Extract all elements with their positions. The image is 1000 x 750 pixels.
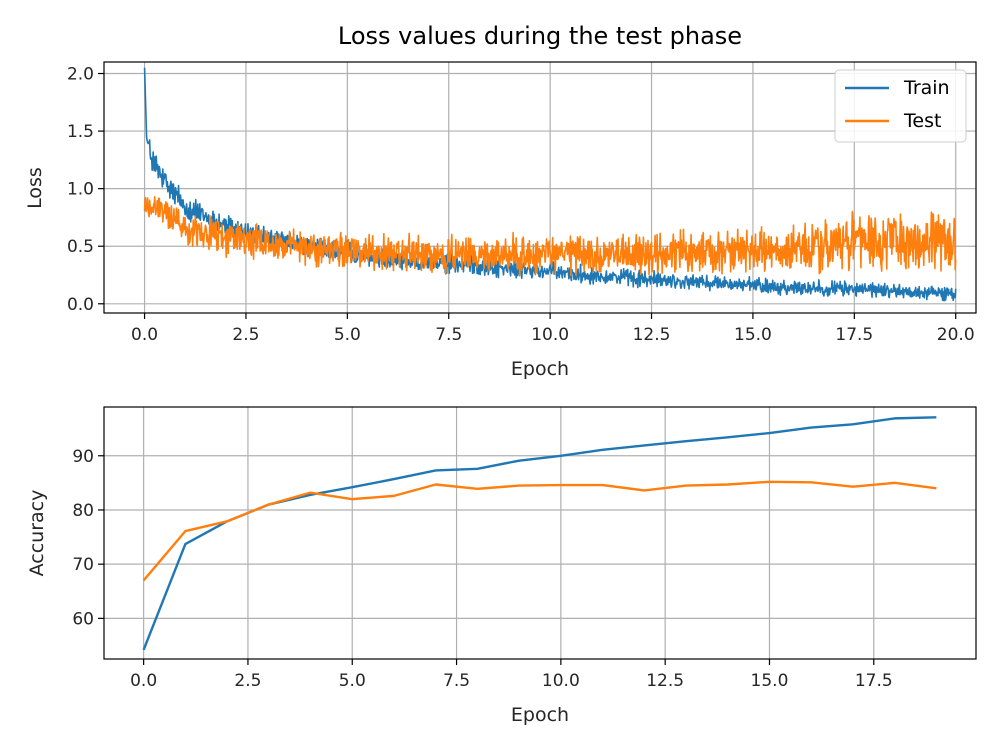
y-tick-label: 70	[72, 555, 94, 575]
legend-test-label: Test	[903, 110, 941, 132]
loss-x-axis-label: Epoch	[511, 358, 569, 380]
accuracy-line-test	[142, 480, 937, 582]
y-tick-label: 1.5	[67, 122, 94, 142]
accuracy-y-axis-label: Accuracy	[26, 490, 48, 577]
x-tick-label: 0.0	[130, 671, 157, 691]
y-tick-label: 60	[72, 609, 94, 629]
x-tick-label: 10.0	[531, 325, 569, 345]
accuracy-series	[142, 416, 937, 651]
x-tick-label: 0.0	[131, 325, 158, 345]
loss-series	[143, 67, 957, 302]
x-tick-label: 10.0	[542, 671, 580, 691]
x-tick-label: 7.5	[435, 325, 462, 345]
x-tick-label: 15.0	[751, 671, 789, 691]
loss-y-ticks: 0.0 0.5 1.0 1.5 2.0	[67, 65, 104, 315]
x-tick-label: 2.5	[232, 325, 259, 345]
legend-train-label: Train	[903, 77, 950, 99]
loss-plot-frame	[103, 61, 977, 314]
accuracy-y-ticks: 60 70 80 90	[72, 447, 104, 629]
x-tick-label: 5.0	[334, 325, 361, 345]
x-tick-label: 17.5	[835, 325, 873, 345]
accuracy-x-ticks: 0.0 2.5 5.0 7.5 10.0 12.5 15.0 17.5	[130, 659, 893, 691]
x-tick-label: 12.5	[646, 671, 684, 691]
accuracy-chart: 0.0 2.5 5.0 7.5 10.0 12.5 15.0 17.5 60 70 80 90 Ep…	[26, 406, 977, 726]
loss-line-test	[143, 195, 957, 277]
accuracy-plot-frame	[103, 406, 977, 660]
y-tick-label: 0.0	[67, 295, 94, 315]
x-tick-label: 5.0	[339, 671, 366, 691]
loss-y-axis-label: Loss	[24, 167, 46, 209]
y-tick-label: 2.0	[67, 65, 94, 85]
accuracy-x-axis-label: Epoch	[511, 704, 569, 726]
x-tick-label: 12.5	[633, 325, 671, 345]
loss-legend: Train Test	[834, 69, 967, 143]
x-tick-label: 7.5	[443, 671, 470, 691]
y-tick-label: 1.0	[67, 180, 94, 200]
loss-grid	[104, 62, 976, 313]
x-tick-label: 20.0	[937, 325, 975, 345]
x-tick-label: 17.5	[855, 671, 893, 691]
loss-chart-title: Loss values during the test phase	[338, 22, 742, 50]
y-tick-label: 80	[72, 501, 94, 521]
x-tick-label: 2.5	[234, 671, 261, 691]
loss-x-ticks: 0.0 2.5 5.0 7.5 10.0 12.5 15.0 17.5 20.0	[131, 313, 975, 345]
loss-chart: Loss values during the test phase 0.0 2.5…	[24, 22, 977, 380]
y-tick-label: 90	[72, 447, 94, 467]
x-tick-label: 15.0	[734, 325, 772, 345]
y-tick-label: 0.5	[67, 237, 94, 257]
accuracy-grid	[104, 407, 976, 659]
